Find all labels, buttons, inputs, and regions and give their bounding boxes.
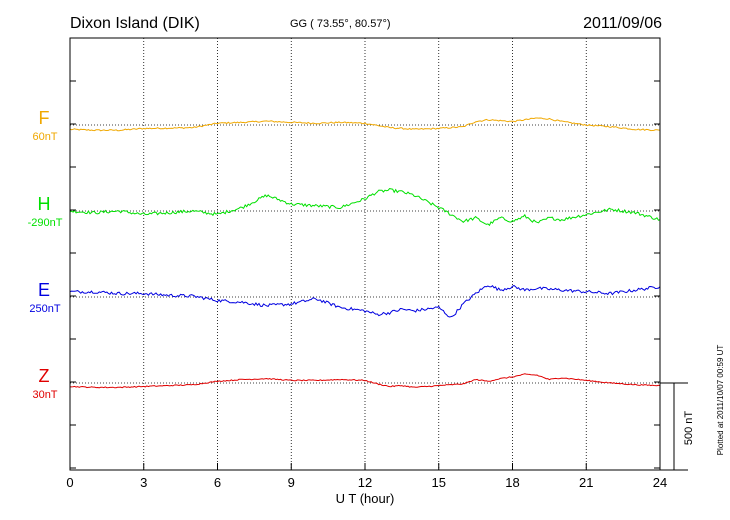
plotted-timestamp: Plotted at 2011/10/07 00:59 UT xyxy=(716,345,725,456)
x-tick-label-21: 21 xyxy=(579,475,593,490)
component-label-F: F xyxy=(39,108,50,128)
x-tick-label-15: 15 xyxy=(432,475,446,490)
x-tick-label-3: 3 xyxy=(140,475,147,490)
x-tick-label-12: 12 xyxy=(358,475,372,490)
trace-H xyxy=(69,188,661,227)
component-base-Z: 30nT xyxy=(32,389,57,401)
trace-E xyxy=(69,284,661,318)
component-labels: F 60nT H -290nT E 250nT Z 30nT xyxy=(28,108,63,401)
data-traces xyxy=(69,117,661,389)
scale-bar: 500 nT xyxy=(660,382,695,471)
x-axis-label: U T (hour) xyxy=(336,491,395,506)
trace-Z xyxy=(70,373,661,389)
component-base-E: 250nT xyxy=(29,303,60,315)
plot-date: 2011/09/06 xyxy=(583,15,662,32)
component-label-H: H xyxy=(38,194,51,214)
x-tick-label-0: 0 xyxy=(66,475,73,490)
x-tick-label-18: 18 xyxy=(505,475,519,490)
component-label-Z: Z xyxy=(39,366,50,386)
baselines xyxy=(70,124,660,384)
x-axis-ticks: 0 3 6 9 12 15 18 21 24 xyxy=(66,463,667,490)
x-tick-label-6: 6 xyxy=(214,475,221,490)
station-name: Dixon Island (DIK) xyxy=(70,15,200,32)
trace-F xyxy=(69,117,661,132)
x-tick-label-24: 24 xyxy=(653,475,667,490)
component-label-E: E xyxy=(38,280,50,300)
scale-bar-label: 500 nT xyxy=(683,411,695,446)
x-tick-label-9: 9 xyxy=(288,475,295,490)
component-base-F: 60nT xyxy=(32,131,57,143)
station-coordinates: GG ( 73.55°, 80.57°) xyxy=(290,18,391,30)
grid-lines xyxy=(143,38,587,470)
component-base-H: -290nT xyxy=(28,217,63,229)
